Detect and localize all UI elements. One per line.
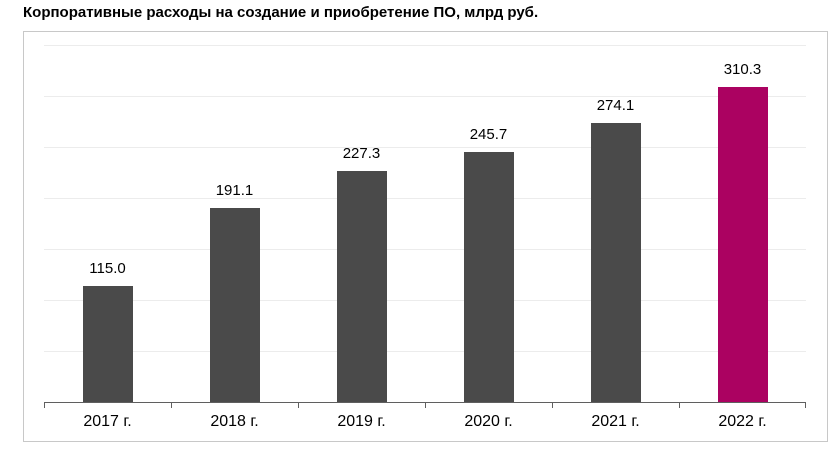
bar-2017 <box>82 285 133 403</box>
axis-tick <box>552 403 553 408</box>
bar-2019 <box>336 171 387 403</box>
axis-tick <box>425 403 426 408</box>
bar-value-label: 227.3 <box>342 145 381 163</box>
bar-2021 <box>590 123 641 403</box>
gridline <box>44 147 806 148</box>
bar-value-label: 191.1 <box>215 182 254 200</box>
x-axis-label: 2021 г. <box>591 413 640 430</box>
bar-value-label: 115.0 <box>89 259 126 277</box>
gridline <box>44 198 806 199</box>
bar-value-label: 310.3 <box>723 60 762 78</box>
gridline <box>44 249 806 250</box>
bar-2022 <box>717 86 768 403</box>
plot-region: 115.0 2017 г. 191.1 2018 г. 227.3 2019 г. 245.… <box>44 32 806 430</box>
x-axis-label: 2022 г. <box>718 413 767 430</box>
chart-title: Корпоративные расходы на создание и прио… <box>23 4 539 21</box>
x-axis-label: 2020 г. <box>464 413 513 430</box>
bar-value-label: 274.1 <box>596 97 635 115</box>
axis-tick <box>679 403 680 408</box>
axis-tick <box>171 403 172 408</box>
x-axis-label: 2018 г. <box>210 413 259 430</box>
bar-2018 <box>209 208 260 403</box>
gridline <box>44 300 806 301</box>
axis-tick <box>805 403 806 408</box>
gridline <box>44 351 806 352</box>
bar-2020 <box>463 152 514 403</box>
bar-value-label: 245.7 <box>469 126 508 144</box>
gridline <box>44 96 806 97</box>
x-axis-line <box>44 402 806 403</box>
x-axis-label: 2017 г. <box>83 413 132 430</box>
axis-tick <box>44 403 45 408</box>
axis-tick <box>298 403 299 408</box>
chart-plot-area: 115.0 2017 г. 191.1 2018 г. 227.3 2019 г. 245.… <box>23 31 828 442</box>
gridline <box>44 45 806 46</box>
x-axis-label: 2019 г. <box>337 413 386 430</box>
